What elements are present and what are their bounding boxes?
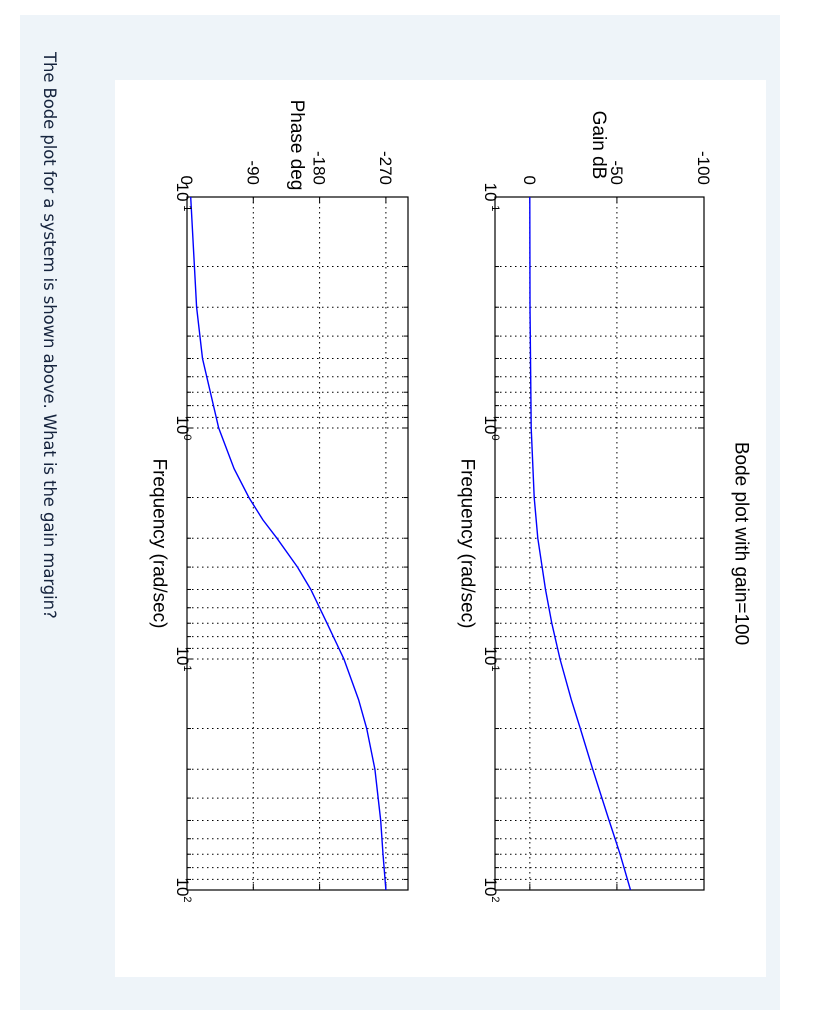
phase-freq-tick-label: 102 — [173, 877, 193, 902]
question-text: The Bode plot for a system is shown abov… — [40, 52, 59, 619]
question-suffix: for a system is shown above. What is the… — [40, 165, 59, 619]
gain-freq-tick-label: 101 — [481, 646, 501, 671]
gain-freq-tick-label: 100 — [481, 415, 501, 440]
bode-plot-link[interactable]: Bode plot — [40, 87, 59, 166]
question-prefix: The — [40, 52, 59, 88]
gain-value-tick-label: -50 — [607, 160, 626, 185]
phase-series-line — [190, 196, 387, 891]
phase-axes: -270 -180 -90 010-1 100 101 102 Phase deg Freque… — [148, 100, 409, 903]
phase-value-tick-label: 0 — [177, 176, 196, 185]
phase-xlabel: Frequency (rad/sec) — [148, 458, 169, 628]
phase-value-tick-label: -90 — [243, 160, 262, 185]
gain-xlabel: Frequency (rad/sec) — [456, 458, 477, 628]
bode-figure: -100 -50 0 10-1 100 101 102 Gain dB Frequency (r… — [115, 80, 766, 977]
gain-plot-frame — [494, 196, 705, 891]
phase-freq-tick-label: 100 — [173, 415, 193, 440]
gain-series-line — [529, 196, 632, 891]
gain-axes: -100 -50 0 10-1 100 101 102 Gain dB Frequency (r… — [456, 111, 751, 903]
gain-freq-tick-label: 102 — [481, 877, 501, 902]
phase-plot-frame — [186, 196, 409, 891]
gain-title: Bode plot with gain=100 — [730, 442, 751, 645]
gain-value-tick-label: -100 — [694, 151, 713, 185]
phase-ylabel: Phase deg — [286, 100, 307, 191]
phase-value-tick-label: -180 — [310, 151, 329, 185]
gain-freq-tick-label: 10-1 — [481, 183, 501, 212]
phase-freq-tick-label: 10-1 — [173, 183, 193, 212]
phase-value-tick-label: -270 — [376, 151, 395, 185]
phase-freq-tick-label: 101 — [173, 646, 193, 671]
question-card: -100 -50 0 10-1 100 101 102 Gain dB Frequency (r… — [20, 15, 780, 1010]
gain-value-tick-label: 0 — [520, 176, 539, 185]
gain-ylabel: Gain dB — [588, 111, 609, 180]
